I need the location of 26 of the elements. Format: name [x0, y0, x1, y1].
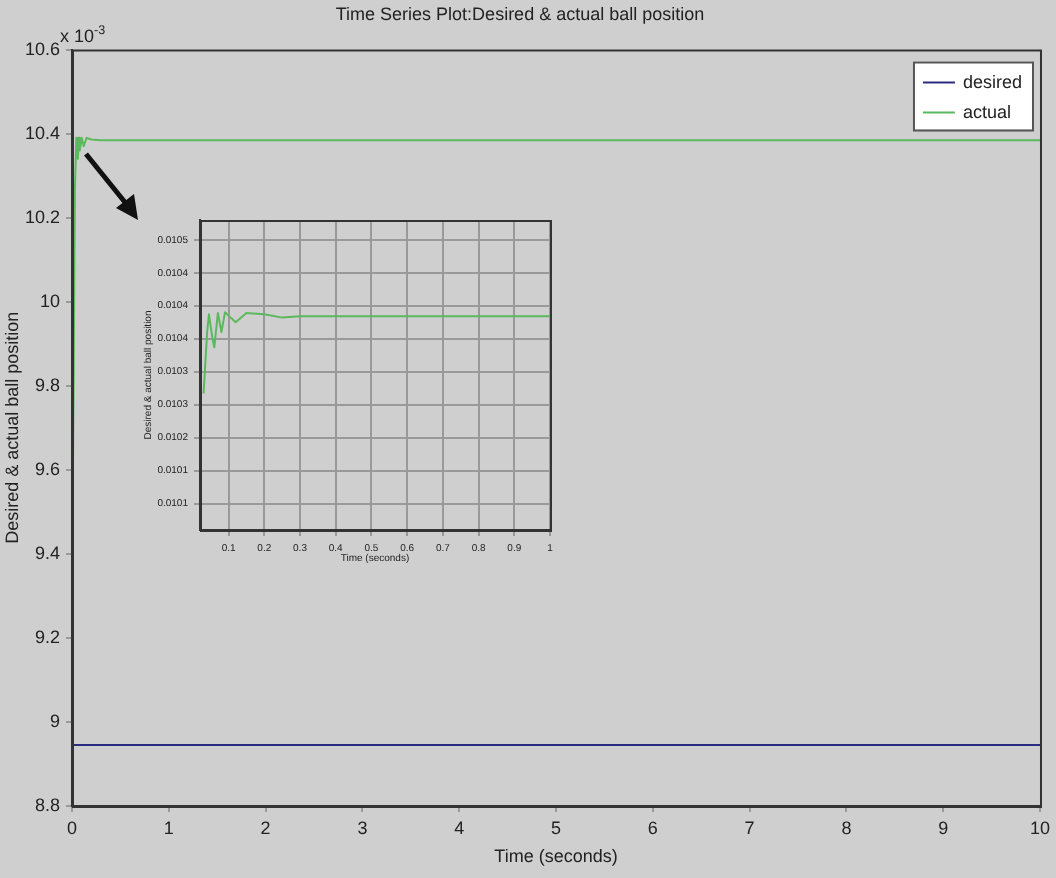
x-tick-label: 9: [938, 817, 949, 838]
x-tick-label: 7: [744, 817, 755, 838]
y-axis-title: Desired & actual ball position: [1, 311, 22, 544]
x-tick-label: 5: [550, 817, 562, 838]
x-tick-label: 8: [841, 817, 852, 838]
y-tick-label: 10: [39, 290, 60, 311]
x-tick-label: 0: [66, 817, 78, 838]
chart-title: Time Series Plot:Desired & actual ball position: [335, 3, 705, 24]
y-tick-label: 9.8: [34, 374, 60, 395]
x-tick-label: 2: [260, 817, 271, 838]
legend-label: actual: [962, 101, 1012, 122]
y-tick-label: 9.6: [34, 458, 60, 479]
y-tick-label: 10.2: [24, 206, 60, 227]
x-tick-label: 4: [454, 817, 465, 838]
x-tick-label: 10: [1029, 817, 1050, 838]
legend-label: desired: [962, 71, 1023, 92]
x-axis-title: Time (seconds): [494, 846, 618, 867]
y-tick-label: 9.4: [34, 542, 60, 563]
y-tick-label: 8.8: [34, 794, 60, 815]
x-tick-label: 3: [357, 817, 368, 838]
y-tick-label: 9: [49, 710, 60, 731]
y-tick-label: 10.4: [24, 122, 60, 143]
y-tick-label: 9.2: [34, 626, 60, 647]
x-tick-label: 6: [647, 817, 658, 838]
y-tick-label: 10.6: [24, 38, 60, 59]
x-tick-label: 1: [163, 817, 174, 838]
